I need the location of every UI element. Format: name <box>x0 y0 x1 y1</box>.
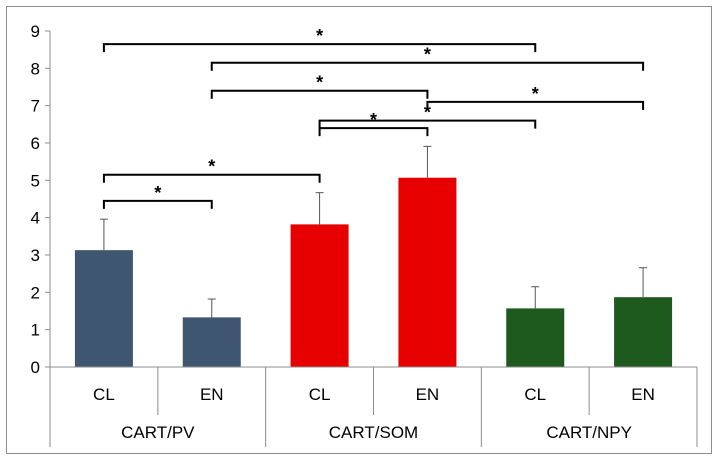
significance-star: * <box>154 183 161 203</box>
significance-star: * <box>316 26 323 46</box>
significance-bracket <box>426 100 645 110</box>
significance-star: * <box>316 73 323 93</box>
y-tick-label: 4 <box>31 209 40 228</box>
significance-star: * <box>208 157 215 177</box>
category-label: EN <box>200 385 224 404</box>
significance-bracket <box>318 127 429 137</box>
y-tick-label: 8 <box>31 59 40 78</box>
significance-star: * <box>424 103 431 123</box>
y-tick-label: 3 <box>31 246 40 265</box>
significance-star: * <box>532 84 539 104</box>
y-tick-label: 6 <box>31 134 40 153</box>
category-label: EN <box>631 385 655 404</box>
bar-cart-pv-en <box>182 317 241 367</box>
bar-cart-npy-en <box>614 297 673 367</box>
y-tick-label: 0 <box>31 358 40 377</box>
category-label: CL <box>524 385 546 404</box>
y-tick-label: 7 <box>31 97 40 116</box>
chart-frame: 0 1 2 3 4 5 6 7 8 9 CL EN CL EN CL EN CART/PV CART/SOM CAR… <box>6 6 712 454</box>
y-tick-label: 1 <box>31 321 40 340</box>
bar-cart-som-cl <box>290 224 349 367</box>
bar-cart-npy-cl <box>506 308 565 367</box>
category-label: CL <box>93 385 115 404</box>
significance-bracket <box>210 61 645 71</box>
bar-cart-som-en <box>398 177 457 367</box>
y-tick-label: 9 <box>31 22 40 41</box>
significance-bracket <box>318 119 537 129</box>
significance-bracket <box>210 89 429 99</box>
significance-bracket <box>102 199 213 209</box>
y-tick-label: 5 <box>31 171 40 190</box>
significance-bracket <box>102 173 321 183</box>
significance-star: * <box>424 45 431 65</box>
category-label: EN <box>416 385 440 404</box>
category-label: CL <box>309 385 331 404</box>
significance-bracket <box>102 43 537 53</box>
group-label: CART/NPY <box>546 423 632 442</box>
significance-star: * <box>370 110 377 130</box>
bar-cart-pv-cl <box>74 250 133 367</box>
group-label: CART/PV <box>121 423 195 442</box>
y-tick-label: 2 <box>31 283 40 302</box>
group-label: CART/SOM <box>329 423 418 442</box>
bar-chart: 0 1 2 3 4 5 6 7 8 9 CL EN CL EN CL EN CART/PV CART/SOM CAR… <box>31 22 698 447</box>
